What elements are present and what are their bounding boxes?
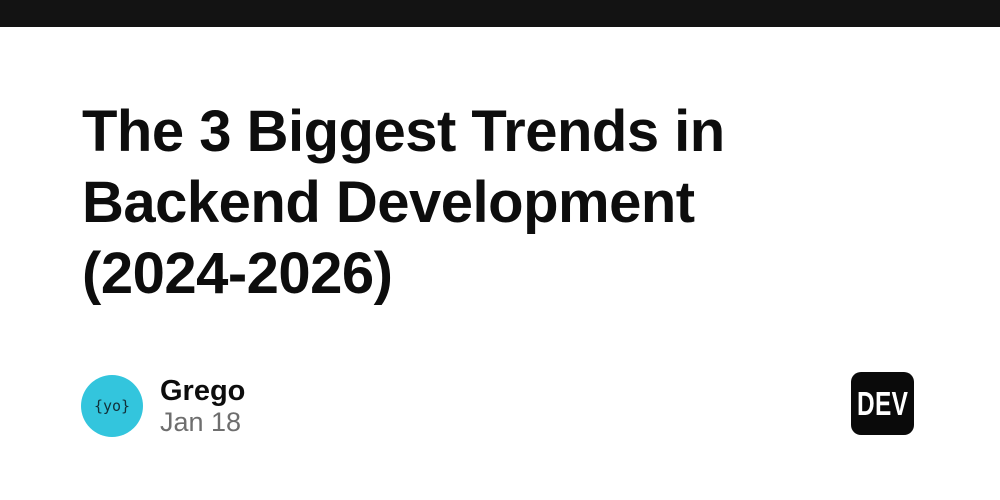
title-line: Backend Development	[82, 170, 695, 235]
title-line: (2024-2026)	[82, 241, 393, 306]
dev-logo[interactable]: DEV	[851, 372, 914, 435]
avatar-initials: {yo}	[93, 397, 131, 415]
author-meta: Grego Jan 18	[160, 374, 246, 437]
author-name[interactable]: Grego	[160, 374, 246, 407]
dev-logo-text: DEV	[856, 384, 909, 422]
author-avatar[interactable]: {yo}	[81, 375, 143, 437]
title-line: The 3 Biggest Trends in	[82, 99, 725, 164]
author-row: {yo} Grego Jan 18	[81, 375, 245, 437]
article-title[interactable]: The 3 Biggest Trends in Backend Developm…	[82, 96, 725, 309]
publish-date: Jan 18	[160, 406, 242, 437]
top-bar	[0, 0, 1000, 27]
